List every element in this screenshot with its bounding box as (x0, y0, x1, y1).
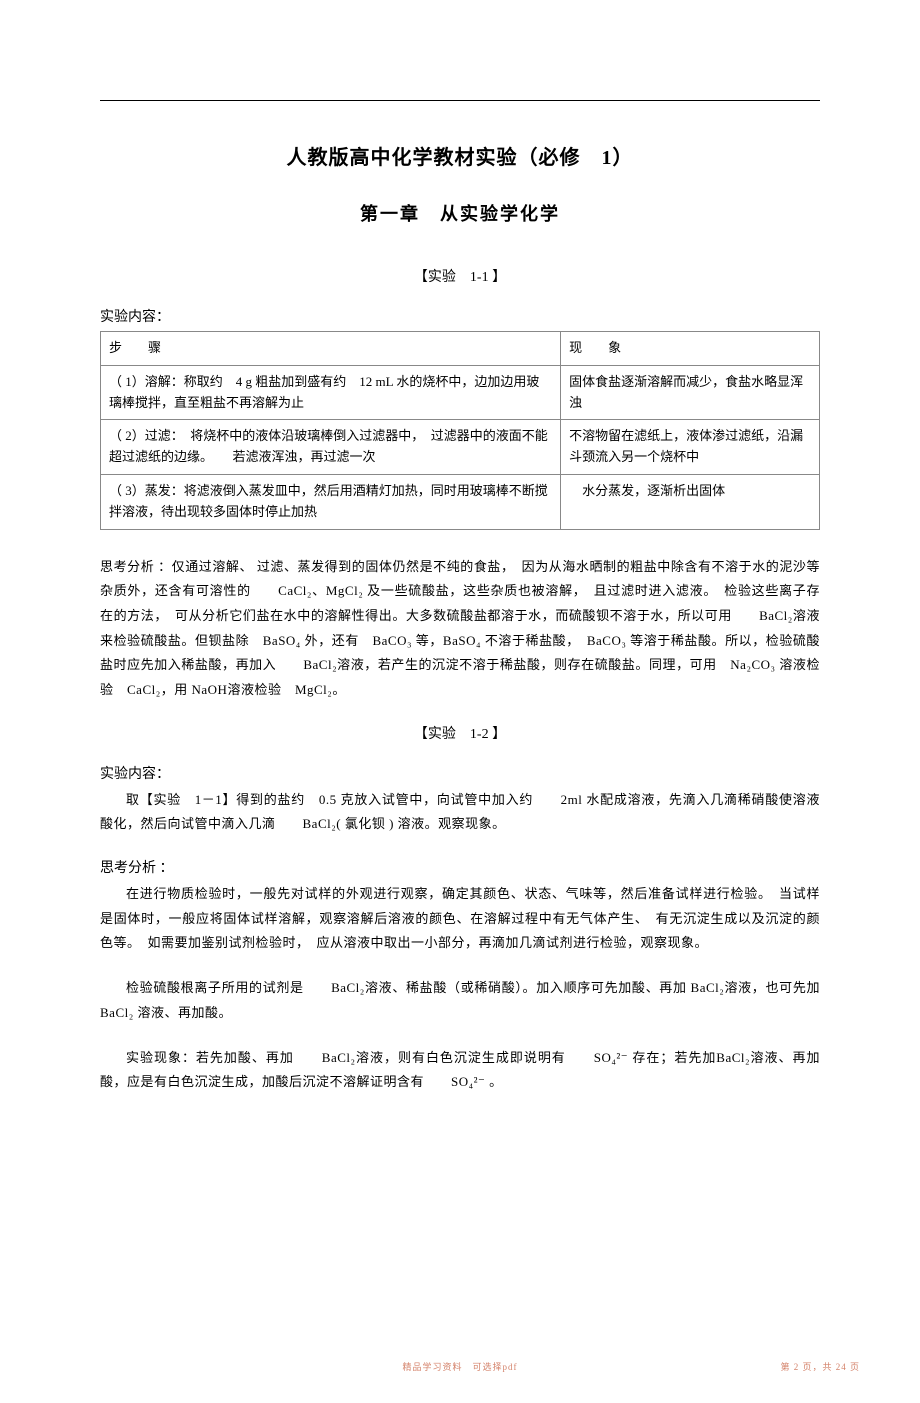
table-header-row: 步 骤 现 象 (101, 332, 820, 366)
content2-text: 取【实验 1－1】得到的盐约 0.5 克放入试管中，向试管中加入约 2ml 水配… (100, 788, 820, 837)
chapter-subtitle: 第一章 从实验学化学 (100, 200, 820, 226)
analysis2-p3: 实验现象：若先加酸、再加 BaCl₂溶液，则有白色沉淀生成即说明有 SO₄²⁻ … (100, 1046, 820, 1095)
cell-step-2: （ 2）过滤： 将烧杯中的液体沿玻璃棒倒入过滤器中， 过滤器中的液面不能超过滤纸… (101, 420, 561, 475)
cell-phenomenon-3: 水分蒸发，逐渐析出固体 (561, 474, 820, 529)
header-step: 步 骤 (101, 332, 561, 366)
section-content-label: 实验内容： (100, 306, 820, 326)
experiment-1-label: 【实验 1-1 】 (100, 266, 820, 286)
analysis-1: 思考分析 ：仅通过溶解、 过滤、蒸发得到的固体仍然是不纯的食盐， 因为从海水晒制… (100, 555, 820, 703)
analysis2-p2: 检验硫酸根离子所用的试剂是 BaCl₂溶液、稀盐酸（或稀硝酸）。加入顺序可先加酸… (100, 976, 820, 1025)
footer-right: 第 2 页，共 24 页 (780, 1360, 860, 1373)
analysis2-p1: 在进行物质检验时，一般先对试样的外观进行观察，确定其颜色、状态、气味等，然后准备… (100, 882, 820, 956)
cell-step-3: （ 3）蒸发：将滤液倒入蒸发皿中，然后用酒精灯加热，同时用玻璃棒不断搅拌溶液，待… (101, 474, 561, 529)
top-divider (100, 100, 820, 101)
cell-phenomenon-1: 固体食盐逐渐溶解而减少，食盐水略显浑浊 (561, 365, 820, 420)
page-title: 人教版高中化学教材实验（必修 1） (100, 141, 820, 170)
analysis2-label: 思考分析 ： (100, 857, 820, 877)
header-phenomenon: 现 象 (561, 332, 820, 366)
footer-left: 精品学习资料 可选择pdf (403, 1360, 518, 1373)
table-row: （ 2）过滤： 将烧杯中的液体沿玻璃棒倒入过滤器中， 过滤器中的液面不能超过滤纸… (101, 420, 820, 475)
table-row: （ 3）蒸发：将滤液倒入蒸发皿中，然后用酒精灯加热，同时用玻璃棒不断搅拌溶液，待… (101, 474, 820, 529)
experiment-2-label: 【实验 1-2 】 (100, 723, 820, 743)
cell-step-1: （ 1）溶解：称取约 4 g 粗盐加到盛有约 12 mL 水的烧杯中，边加边用玻… (101, 365, 561, 420)
content2-label: 实验内容： (100, 763, 820, 783)
table-row: （ 1）溶解：称取约 4 g 粗盐加到盛有约 12 mL 水的烧杯中，边加边用玻… (101, 365, 820, 420)
experiment-table: 步 骤 现 象 （ 1）溶解：称取约 4 g 粗盐加到盛有约 12 mL 水的烧… (100, 331, 820, 530)
cell-phenomenon-2: 不溶物留在滤纸上，液体渗过滤纸，沿漏斗颈流入另一个烧杯中 (561, 420, 820, 475)
